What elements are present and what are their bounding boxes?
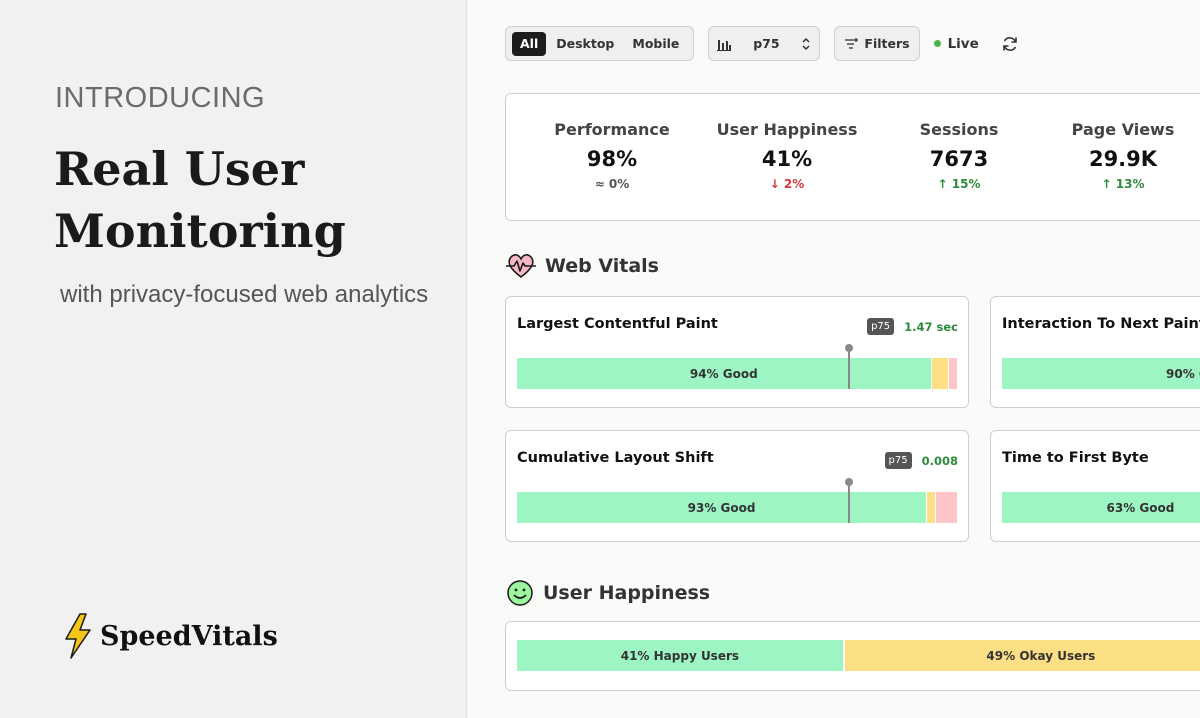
stat-delta: ↓ 2%: [769, 177, 805, 191]
lightning-icon: [65, 613, 91, 659]
good-segment: 94% Good: [517, 358, 931, 389]
web-vitals-heading: Web Vitals: [505, 252, 659, 280]
percentile-select[interactable]: p75: [708, 26, 821, 61]
stat-value: 7673: [929, 147, 989, 171]
vital-metric: p75 1.47 sec: [867, 318, 958, 335]
vital-distribution-bar: 93% Good: [517, 492, 958, 523]
happiness-distribution-bar: 41% Happy Users 49% Okay Users: [517, 640, 1200, 671]
stat-value: 98%: [586, 147, 638, 171]
live-label: Live: [947, 35, 979, 52]
vital-value: 0.008: [921, 453, 958, 468]
user-happiness-card: 41% Happy Users 49% Okay Users: [505, 621, 1200, 691]
stat-label: Page Views: [1071, 120, 1175, 139]
stat-label: User Happiness: [716, 120, 858, 139]
poor-segment: [949, 358, 957, 389]
bar-chart-icon: [717, 39, 732, 51]
stat-label: Performance: [554, 120, 670, 139]
filters-button[interactable]: Filters: [834, 26, 920, 61]
stat-delta: ↑ 13%: [1101, 177, 1145, 191]
smiley-icon: [507, 580, 533, 606]
intro-label: INTRODUCING: [55, 82, 266, 114]
good-segment: 90% Good: [1002, 358, 1200, 389]
happy-users-segment: 41% Happy Users: [517, 640, 843, 671]
p75-badge: p75: [867, 318, 895, 335]
stat-label: Sessions: [919, 120, 999, 139]
heart-pulse-icon: [506, 254, 536, 278]
live-dot-icon: [933, 40, 941, 47]
user-happiness-heading: User Happiness: [505, 578, 710, 608]
brand-name: SpeedVitals: [100, 620, 278, 652]
needs-improvement-segment: [931, 358, 949, 389]
live-indicator: Live: [933, 35, 979, 52]
good-segment: 93% Good: [517, 492, 927, 523]
device-segmented-control: All Desktop Mobile: [505, 26, 695, 61]
vital-name: Largest Contentful Paint: [517, 316, 718, 332]
headline: Real User Monitoring: [54, 142, 346, 258]
okay-users-segment: 49% Okay Users: [844, 640, 1200, 671]
filters-label: Filters: [864, 36, 910, 51]
percentile-value: p75: [753, 36, 780, 51]
stat-page-views: Page Views 29.9K ↑ 13%: [1043, 120, 1200, 191]
tab-desktop[interactable]: Desktop: [556, 36, 615, 51]
stat-delta: ↑ 15%: [937, 177, 981, 191]
p75-badge: p75: [884, 452, 912, 469]
vital-value: 1.47 sec: [904, 319, 958, 334]
good-segment: 63% Good: [1002, 492, 1200, 523]
p75-marker: [844, 478, 853, 523]
p75-marker: [844, 344, 853, 389]
stat-sessions: Sessions 7673 ↑ 15%: [879, 120, 1039, 191]
stat-delta: ≈ 0%: [594, 177, 630, 191]
tab-mobile[interactable]: Mobile: [632, 36, 680, 51]
promo-panel: INTRODUCING Real User Monitoring with pr…: [0, 0, 466, 718]
stat-value: 41%: [761, 147, 813, 171]
vital-card-ttfb[interactable]: Time to First Byte 63% Good: [990, 430, 1200, 542]
needs-improvement-segment: [927, 492, 935, 523]
poor-segment: [935, 492, 957, 523]
summary-card: Performance 98% ≈ 0% User Happiness 41% …: [505, 93, 1200, 221]
dashboard-panel: All Desktop Mobile p75: [466, 0, 1200, 718]
vital-distribution-bar: 90% Good: [1002, 358, 1200, 389]
vital-name: Time to First Byte: [1002, 450, 1149, 466]
vital-card-cls[interactable]: Cumulative Layout Shift p75 0.008 93% Go…: [505, 430, 969, 542]
vital-metric: p75 0.008: [884, 452, 958, 469]
vital-distribution-bar: 63% Good: [1002, 492, 1200, 523]
stat-value: 29.9K: [1088, 147, 1158, 171]
vital-distribution-bar: 94% Good: [517, 358, 958, 389]
vital-name: Interaction To Next Paint: [1002, 316, 1200, 332]
refresh-icon[interactable]: [1001, 35, 1019, 53]
user-happiness-title: User Happiness: [543, 582, 711, 604]
stat-user-happiness: User Happiness 41% ↓ 2%: [707, 120, 867, 191]
chevron-updown-icon: [802, 37, 810, 50]
vital-card-lcp[interactable]: Largest Contentful Paint p75 1.47 sec 94…: [505, 296, 969, 408]
brand-logo: SpeedVitals: [62, 612, 278, 660]
subline: with privacy-focused web analytics: [60, 281, 429, 308]
toolbar: All Desktop Mobile p75: [505, 26, 1019, 61]
vital-card-inp[interactable]: Interaction To Next Paint 90% Good: [990, 296, 1200, 408]
stat-performance: Performance 98% ≈ 0%: [532, 120, 692, 191]
vital-name: Cumulative Layout Shift: [517, 450, 714, 466]
filter-icon: [845, 37, 859, 49]
tab-all[interactable]: All: [512, 31, 547, 56]
web-vitals-title: Web Vitals: [545, 255, 659, 277]
